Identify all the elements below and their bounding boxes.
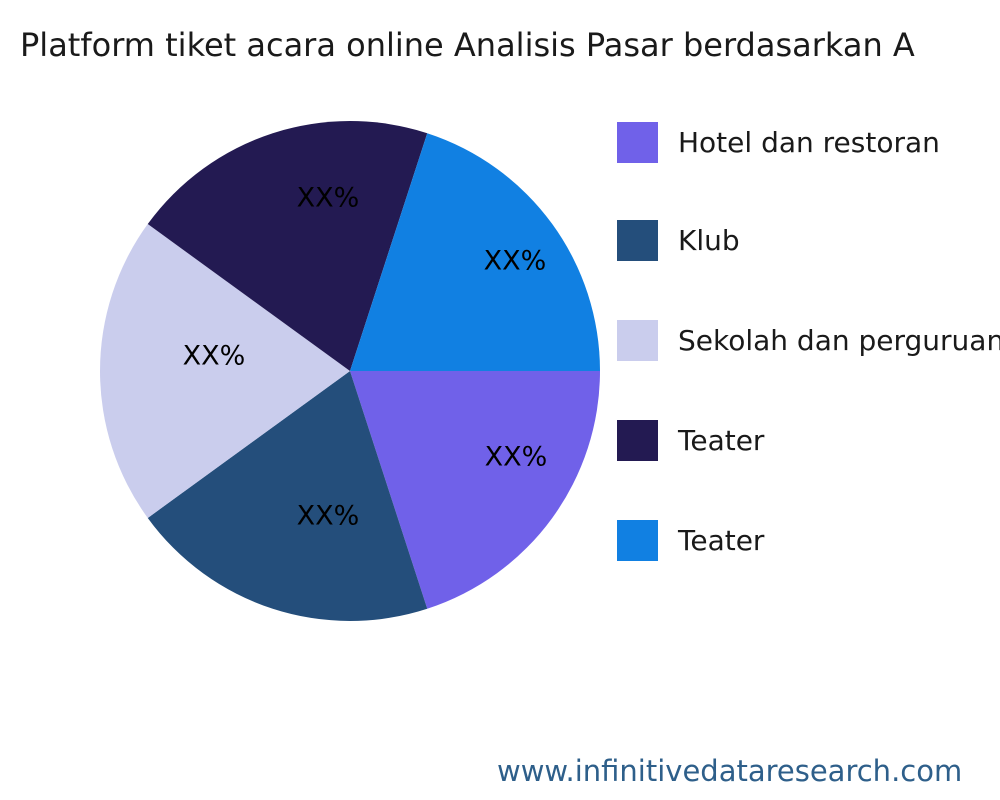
- legend-item: Hotel dan restoran: [617, 122, 940, 163]
- pie-chart: XX% XX% XX% XX% XX%: [100, 121, 600, 621]
- legend-swatch: [617, 420, 658, 461]
- legend-label: Hotel dan restoran: [678, 126, 940, 159]
- legend-item: Teater: [617, 420, 764, 461]
- legend-swatch: [617, 520, 658, 561]
- legend-item: Klub: [617, 220, 740, 261]
- pie-slice-0: [350, 371, 600, 609]
- website-link[interactable]: www.infinitivedataresearch.com: [497, 754, 963, 788]
- legend-label: Sekolah dan perguruan: [678, 324, 1000, 357]
- pie-slice-3: [147, 121, 428, 372]
- pie-slice-4: [350, 133, 600, 371]
- pie-slice-1: [147, 371, 428, 621]
- legend-item: Teater: [617, 520, 764, 561]
- legend-label: Teater: [678, 524, 765, 557]
- chart-title: Platform tiket acara online Analisis Pas…: [20, 26, 915, 64]
- legend-swatch: [617, 320, 658, 361]
- pie-slice-value-label: XX%: [296, 500, 360, 532]
- pie-slice-value-label: XX%: [296, 182, 360, 214]
- legend-item: Sekolah dan perguruan: [617, 320, 1000, 361]
- legend-label: Klub: [678, 224, 740, 257]
- legend-swatch: [617, 220, 658, 261]
- legend-label: Teater: [678, 424, 765, 457]
- pie-slice-value-label: XX%: [182, 340, 246, 372]
- pie-slice-value-label: XX%: [483, 245, 547, 277]
- legend-swatch: [617, 122, 658, 163]
- pie-svg: [100, 121, 600, 621]
- pie-slice-value-label: XX%: [484, 441, 548, 473]
- pie-slice-2: [100, 224, 351, 518]
